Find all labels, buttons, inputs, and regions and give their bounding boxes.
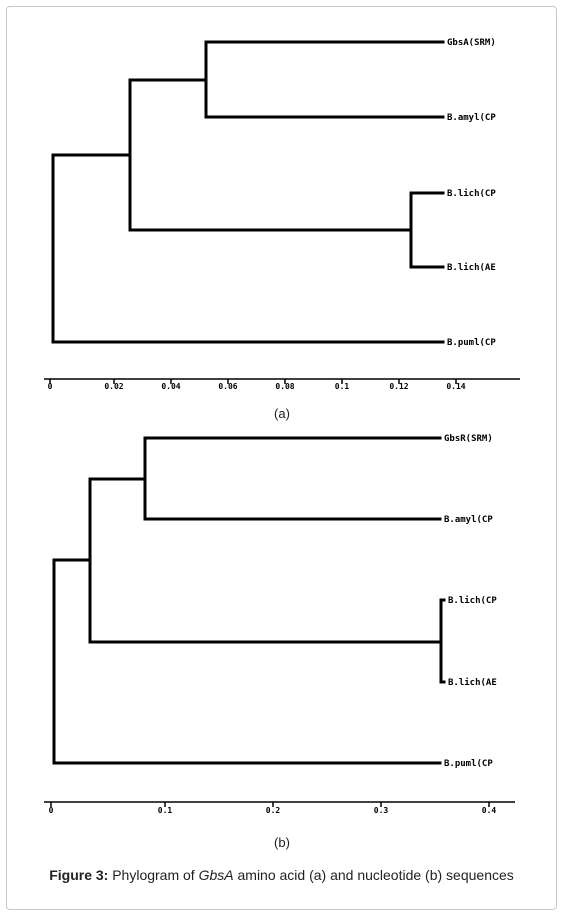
leaf-b-1: B.amyl(CP: [444, 515, 493, 525]
caption-text-1: Phylogram of: [108, 867, 199, 883]
axis-a-ticks: [49, 379, 457, 384]
leaf-b-3: B.lich(AE: [448, 677, 497, 688]
leaf-b-0: GbsR(SRM): [444, 434, 493, 444]
tick-label-a-5: 0.1: [335, 382, 350, 391]
leaf-a-0: GbsA(SRM): [447, 38, 496, 48]
tick-label-a-0: 0: [48, 382, 53, 391]
tick-label-a-6: 0.12: [389, 382, 408, 391]
leaf-a-1: B.amyl(CP: [447, 113, 496, 123]
tick-label-b-1: 0.1: [158, 806, 173, 815]
leaf-b-4: B.puml(CP: [444, 759, 493, 769]
tick-label-a-4: 0.08: [275, 382, 294, 391]
leaf-b-2: B.lich(CP: [448, 595, 497, 606]
tick-label-b-2: 0.2: [266, 806, 281, 815]
leaf-a-2: B.lich(CP: [447, 188, 496, 199]
phylogram-b: GbsR(SRM) B.amyl(CP B.lich(CP B.lich(AE …: [44, 434, 515, 815]
tick-label-a-3: 0.06: [218, 382, 237, 391]
panel-label-b: (b): [274, 835, 290, 850]
leaf-a-4: B.puml(CP: [447, 338, 496, 348]
tick-label-b-0: 0: [49, 806, 54, 815]
tick-label-a-7: 0.14: [446, 382, 465, 391]
figure-caption: Figure 3: Phylogram of GbsA amino acid (…: [0, 867, 563, 883]
figure-frame: [6, 6, 557, 910]
tick-label-a-2: 0.04: [161, 382, 180, 391]
tick-label-a-1: 0.02: [104, 382, 123, 391]
axis-b-ticks: [50, 802, 490, 807]
caption-prefix: Figure 3:: [49, 867, 109, 883]
caption-text-2: amino acid (a) and nucleotide (b) sequen…: [233, 867, 514, 883]
leaf-a-3: B.lich(AE: [447, 262, 496, 273]
panel-label-a: (a): [274, 406, 290, 421]
tick-label-b-4: 0.4: [482, 806, 497, 815]
caption-gene: GbsA: [198, 867, 234, 883]
phylogram-a: GbsA(SRM) B.amyl(CP B.lich(CP B.lich(AE …: [44, 38, 520, 391]
tick-label-b-3: 0.3: [374, 806, 389, 815]
